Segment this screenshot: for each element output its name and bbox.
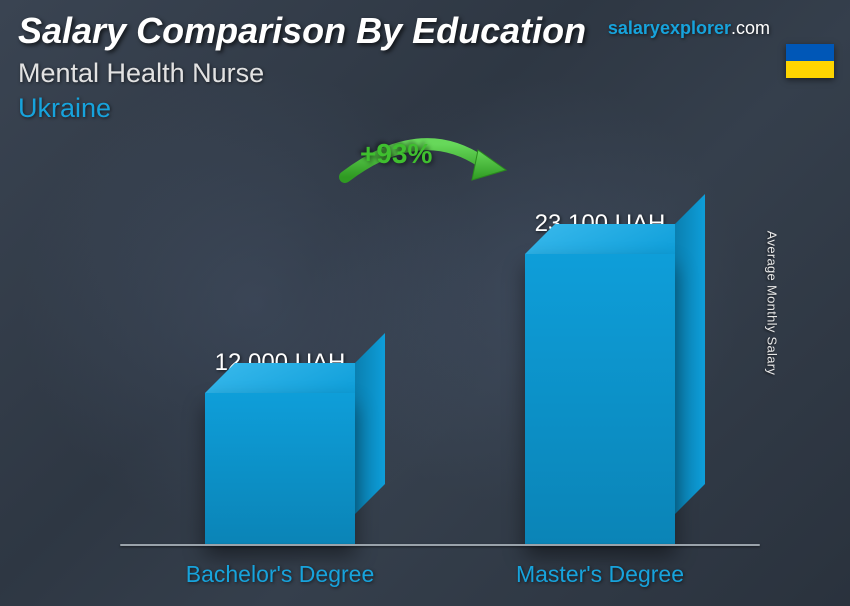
category-label: Bachelor's Degree (180, 561, 380, 588)
bar: 12,000 UAH (180, 349, 380, 544)
brand-label: salaryexplorer.com (608, 18, 770, 39)
bar-side-face (355, 333, 385, 514)
bar-front-face (525, 254, 675, 544)
brand-domain: .com (731, 18, 770, 38)
bar-cube (205, 393, 355, 544)
brand-name: salaryexplorer (608, 18, 731, 38)
category-row: Bachelor's Degree Master's Degree (120, 561, 760, 588)
flag-top-stripe (786, 44, 834, 61)
country-name: Ukraine (18, 93, 586, 124)
header: Salary Comparison By Education Mental He… (18, 10, 586, 124)
bar-chart: 12,000 UAH 23,100 UAH Bachelor's Degree Ma… (0, 156, 850, 606)
flag-bottom-stripe (786, 61, 834, 78)
category-label: Master's Degree (500, 561, 700, 588)
bar: 23,100 UAH (500, 210, 700, 544)
page-title: Salary Comparison By Education (18, 10, 586, 52)
job-title: Mental Health Nurse (18, 58, 586, 89)
flag-icon (786, 44, 834, 78)
x-axis-line (120, 544, 760, 546)
bar-front-face (205, 393, 355, 544)
bar-side-face (675, 194, 705, 514)
bars-row: 12,000 UAH 23,100 UAH (120, 204, 760, 544)
increase-badge: +93% (360, 138, 432, 170)
bar-cube (525, 254, 675, 544)
